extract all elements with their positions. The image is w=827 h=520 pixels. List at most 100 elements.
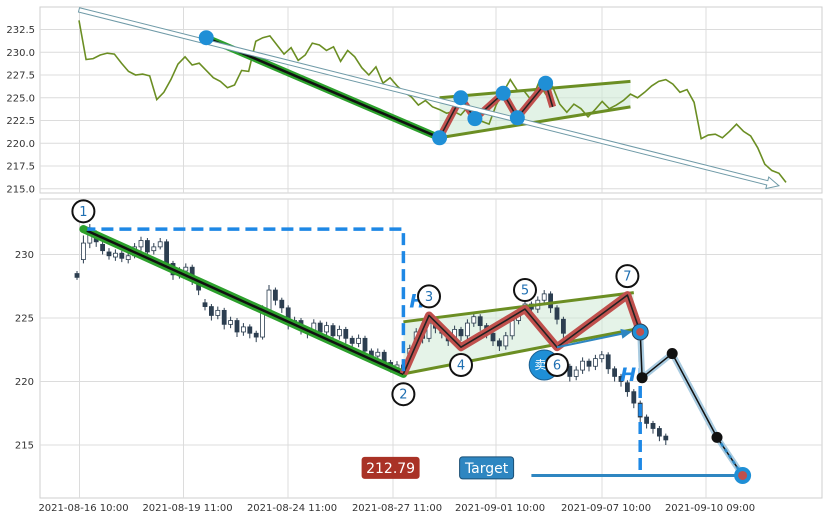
candle-body (317, 322, 323, 333)
bottom-y-tick-label: 225 (15, 314, 34, 325)
target-label-text: Target (464, 461, 509, 477)
candle-body (567, 365, 573, 377)
candle-body (509, 320, 515, 337)
entry-arrow-head (620, 328, 633, 339)
target-point-core (738, 470, 748, 480)
candle-body (464, 322, 470, 337)
candle-body (599, 354, 605, 360)
candle-body (151, 246, 157, 252)
bottom-downtrend-line (82, 227, 404, 376)
top-pivot-marker (495, 85, 511, 101)
candle-body (644, 416, 649, 424)
candle-body (157, 241, 163, 248)
candle-body (234, 320, 240, 333)
bottom-x-tick-label: 2021-08-16 10:00 (38, 503, 128, 514)
candle-body (119, 252, 125, 259)
top-price-line (78, 20, 787, 183)
candle-body (208, 306, 214, 316)
candle-body (625, 382, 630, 393)
top-y-tick-label: 215.0 (6, 184, 35, 195)
wave-label-circle (545, 352, 569, 377)
bottom-x-tick-label: 2021-08-19 11:00 (142, 503, 232, 514)
candle-body (458, 329, 464, 337)
candle-body (496, 340, 502, 347)
bottom-y-tick-label: 220 (15, 377, 34, 388)
top-channel-upper (439, 79, 631, 100)
bottom-x-tick-label: 2021-09-01 10:00 (455, 503, 545, 514)
bottom-x-tick-label: 2021-08-24 11:00 (247, 503, 337, 514)
projection-point (636, 372, 648, 384)
top-price-panel: 232.5 230.0 227.5 225.0 222.5 220.0 217.5 215.0 (6, 6, 823, 195)
wave-label-circle (417, 284, 441, 309)
wave-label-circle (513, 278, 537, 303)
wave-label-circle (449, 352, 473, 377)
candle-body (663, 435, 669, 441)
candle-body (548, 293, 553, 309)
candle-body (541, 293, 547, 301)
top-y-tick-label: 232.5 (6, 25, 35, 36)
price-label-text: 212.79 (366, 461, 415, 477)
candle-body (650, 423, 656, 429)
candle-body (100, 243, 105, 252)
candle-body (240, 326, 246, 333)
wave-label-5: 5 (521, 284, 529, 299)
candle-body (593, 358, 598, 367)
candle-body (81, 242, 86, 260)
candle-body (580, 360, 585, 371)
bottom-channel-upper (403, 291, 634, 324)
candle-body (106, 251, 112, 257)
height-label-2: H (620, 364, 636, 386)
bottom-x-tick-label: 2021-09-10 09:00 (665, 503, 755, 514)
candle-body (573, 369, 579, 377)
candle-body (631, 391, 637, 404)
entry-point-core (636, 327, 645, 336)
top-pivot-marker (453, 90, 469, 106)
wave-label-circle (391, 382, 416, 407)
top-y-tick-label: 230.0 (6, 48, 35, 59)
top-pivot-marker (467, 111, 483, 127)
top-y-tick-label: 217.5 (6, 162, 35, 173)
wave-label-circle (71, 199, 96, 224)
candle-body (554, 307, 560, 320)
bottom-y-tick-label: 230 (15, 250, 34, 261)
top-trend-arrow (77, 7, 781, 190)
candle-body (561, 318, 566, 334)
candle-body (375, 351, 381, 357)
bottom-y-tick-label: 215 (15, 441, 34, 452)
bottom-x-tick-label: 2021-08-27 11:00 (352, 503, 442, 514)
bottom-x-tick-label: 2021-09-07 10:00 (561, 503, 651, 514)
price-label-box (361, 456, 420, 479)
candle-body (253, 332, 259, 338)
target-label-box (459, 456, 515, 480)
top-y-tick-label: 227.5 (6, 71, 35, 82)
candle-body (471, 316, 477, 324)
entry-arrow-line (556, 330, 631, 349)
bottom-candlestick-panel: 230 225 220 215 2021-08-16 10:00 2021-08-19 1… (15, 198, 823, 514)
bottom-channel-lower (403, 327, 635, 376)
wave-label-4: 4 (457, 358, 465, 373)
candle-body (215, 309, 221, 316)
candle-body (74, 273, 80, 278)
candle-body (144, 240, 150, 253)
candle-body (336, 329, 342, 337)
candle-body (279, 299, 285, 309)
candle-body (343, 329, 349, 339)
projection-point (666, 348, 678, 360)
candle-body (349, 337, 355, 344)
top-y-tick-label: 222.5 (6, 116, 35, 127)
candle-body (221, 309, 227, 325)
candle-body (272, 289, 278, 301)
candle-body (183, 266, 189, 272)
bottom-zigzag-line (402, 294, 641, 375)
top-pivot-marker (538, 75, 554, 91)
wave-label-6: 6 (553, 358, 561, 373)
candle-body (330, 325, 336, 337)
candle-body (503, 335, 509, 347)
height-dash-line-1 (83, 227, 406, 374)
candle-body (356, 337, 362, 344)
candle-body (202, 302, 208, 307)
top-pivot-marker (432, 130, 448, 146)
candle-body (605, 354, 611, 370)
candle-body (477, 316, 483, 327)
